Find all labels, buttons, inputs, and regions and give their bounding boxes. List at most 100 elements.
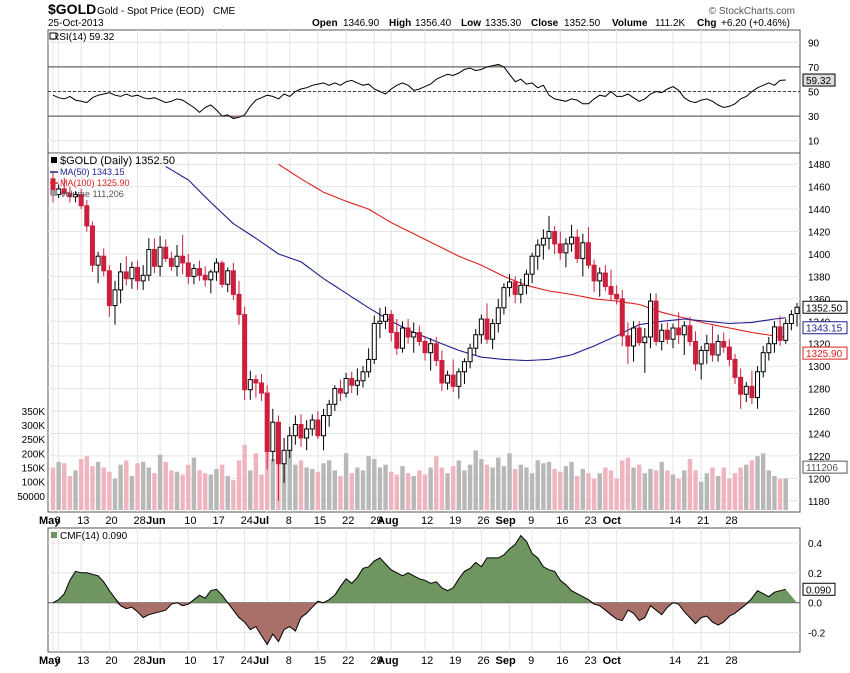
volume-bar (95, 461, 101, 510)
candle-body (95, 255, 101, 266)
candle-body (354, 380, 360, 386)
cmf-panel: 0.4 0.2 0.0 -0.2 CMF(14) 0.090 0.090 (47, 527, 836, 653)
candle-body (755, 371, 761, 399)
candle-body (546, 231, 552, 239)
candle-body (597, 272, 603, 282)
candle-body (647, 300, 653, 338)
xaxis1-label-5: Jun (146, 515, 166, 527)
volume-bar (473, 450, 478, 510)
volume-bar (129, 476, 135, 510)
volume-bar (253, 453, 259, 510)
cmf-ytick-1: 0.2 (808, 569, 822, 580)
volume-bar (197, 470, 202, 510)
volume-bar (586, 473, 591, 510)
volume-bar (157, 454, 163, 510)
candle-body (360, 371, 366, 382)
volume-bar (394, 474, 400, 510)
volume-bar (682, 470, 687, 510)
volume-bar (507, 453, 512, 510)
candle-body (507, 281, 513, 289)
volume-bar (321, 463, 326, 510)
volume-bar (62, 463, 67, 510)
xaxis1-label-25: 28 (725, 515, 737, 527)
volume-bar (326, 460, 332, 510)
volume-bar (760, 453, 766, 510)
candle-body (112, 289, 118, 307)
candle-body (366, 358, 372, 373)
price-ytick-9: 1300 (808, 362, 831, 373)
cmf-value-tag-group: 0.090 (802, 582, 836, 596)
candle-body (625, 335, 631, 347)
volume-bar (112, 478, 118, 510)
volume-bar (552, 468, 557, 510)
ma50-value-tag-box (802, 321, 848, 335)
candle-body (146, 248, 152, 276)
candle-body (670, 327, 676, 340)
volume-bar (405, 473, 411, 510)
volume-bar (152, 473, 157, 510)
candle-body (777, 326, 783, 341)
candle-body (523, 273, 529, 286)
xaxis2-label-2: 13 (77, 655, 89, 667)
price-ytick-15: 1180 (808, 497, 830, 508)
volume-bar (642, 473, 648, 510)
candle-body (512, 281, 518, 295)
xaxis2-label-23: 14 (669, 655, 681, 667)
cmf-ytick-0: 0.4 (808, 539, 822, 550)
candle-body (225, 270, 231, 285)
volume-bar (529, 473, 535, 510)
volume-bar (524, 467, 529, 510)
candle-body (247, 379, 253, 391)
volume-bar (558, 471, 563, 510)
candle-body (602, 272, 608, 288)
volume-bar (248, 470, 253, 510)
volume-bar (625, 457, 631, 510)
volume-bar (541, 463, 546, 510)
volume-bar (78, 459, 84, 510)
rsi-ytick-2: 50 (808, 88, 820, 99)
volume-bar (383, 464, 388, 510)
volume-bar (597, 473, 602, 510)
volume-bar (259, 474, 264, 510)
volume-bar (428, 467, 433, 510)
price-ytick-12: 1240 (808, 429, 831, 440)
candle-body (287, 435, 293, 451)
close-value-tag: 1352.50 (806, 303, 843, 314)
xaxis2-label-7: 17 (212, 655, 224, 667)
volume-bar (732, 473, 738, 510)
legend-item-3: Volume 111,206 (60, 189, 124, 199)
cmf-ytick-2: 0.0 (808, 599, 822, 610)
volume-bar (777, 478, 783, 510)
volume-bar (744, 464, 749, 510)
xaxis1-label-11: 15 (314, 515, 326, 527)
candle-body (343, 377, 349, 394)
price-ytick-5: 1380 (808, 272, 831, 283)
rsi-ytick-3: 30 (808, 112, 820, 123)
price-ytick-10: 1280 (808, 385, 831, 396)
volume-bar (496, 457, 501, 510)
candle-body (394, 332, 400, 349)
rsi-line (52, 63, 786, 120)
rsi-panel: 90 70 50 30 10 RSI(14) 59.32 59.32 (47, 29, 836, 154)
xaxis1-label-16: 19 (449, 515, 461, 527)
candle-body (67, 192, 73, 198)
candle-body (478, 318, 484, 336)
volume-bar (665, 470, 670, 510)
volume-bar (287, 450, 292, 510)
candle-body (185, 262, 191, 277)
volume-bar (766, 470, 772, 510)
xaxis2-label-10: 8 (286, 655, 292, 667)
candle-body (585, 242, 591, 266)
candle-body (704, 343, 710, 351)
candle-body (664, 329, 670, 340)
volume-bar (687, 459, 693, 510)
volume-bar (135, 463, 140, 510)
cmf-negative-area (53, 602, 797, 645)
cmf-value-tag: 0.090 (806, 585, 831, 596)
candle-body (771, 326, 777, 345)
candle-body (157, 246, 163, 267)
candle-body (715, 340, 721, 356)
volume-ytick-4: 150K (22, 464, 46, 475)
xaxis1-label-8: 24 (241, 515, 253, 527)
